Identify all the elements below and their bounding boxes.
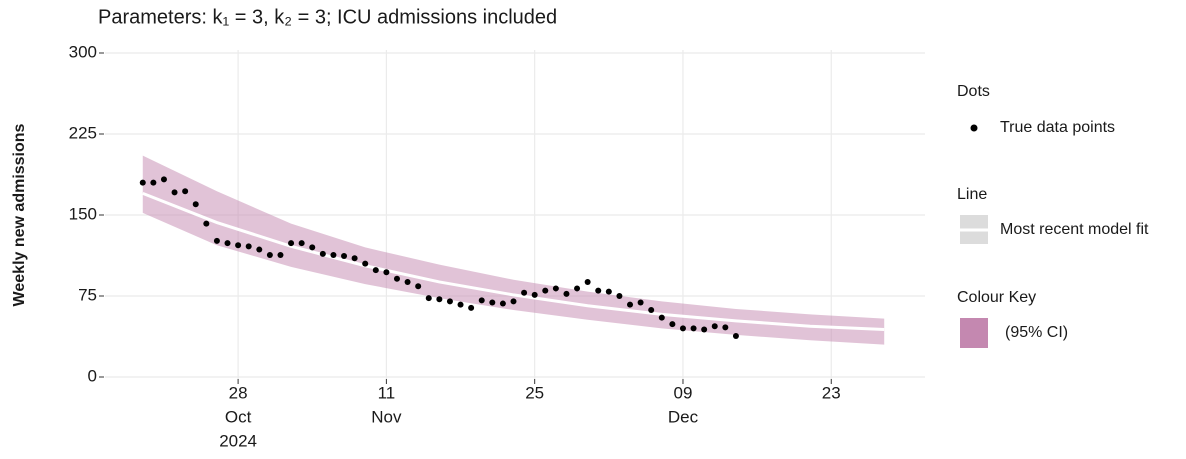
x-tick-label: 11 (378, 383, 396, 402)
legend-label: True data points (1000, 119, 1115, 136)
data-point (404, 278, 411, 285)
data-point (690, 325, 697, 332)
data-point (521, 289, 528, 296)
legend-label: (95% CI) (1005, 324, 1068, 341)
data-point (171, 189, 178, 196)
x-tick-label: Dec (668, 407, 699, 426)
data-point (552, 285, 559, 292)
x-tick-label: 2024 (219, 431, 257, 450)
data-point (372, 267, 379, 274)
x-tick-label: 09 (674, 383, 693, 402)
data-point (235, 242, 242, 249)
data-point (605, 288, 612, 295)
x-tick-label: 23 (822, 383, 841, 402)
data-point (489, 299, 496, 306)
y-tick-label: 0 (88, 366, 97, 385)
data-point (362, 260, 369, 267)
data-point (436, 296, 443, 303)
data-point (160, 176, 167, 183)
data-point (711, 323, 718, 330)
data-point (669, 321, 676, 328)
y-tick-label: 225 (69, 123, 97, 142)
data-point (446, 298, 453, 305)
data-point (341, 253, 348, 260)
data-point (701, 326, 708, 333)
legend-key (960, 318, 988, 348)
y-tick-label: 75 (78, 285, 97, 304)
data-point (468, 304, 475, 311)
data-point (478, 297, 485, 304)
data-point (277, 251, 284, 258)
data-point (531, 291, 538, 298)
y-axis-label: Weekly new admissions (11, 123, 28, 306)
fit-line (142, 192, 885, 331)
data-point (393, 275, 400, 282)
data-point (298, 240, 305, 247)
legend-title: Dots (957, 83, 990, 100)
data-point (499, 300, 506, 307)
data-point (732, 332, 739, 339)
x-tick-label: Nov (371, 407, 402, 426)
x-tick-label: 25 (525, 383, 544, 402)
data-point (595, 287, 602, 294)
data-point (319, 250, 326, 257)
legend-label: Most recent model fit (1000, 221, 1149, 238)
data-point (616, 293, 623, 299)
data-point (658, 314, 665, 321)
data-point (309, 244, 316, 251)
data-point (722, 324, 729, 331)
legend-key (970, 124, 978, 132)
data-point (150, 179, 157, 186)
data-point (182, 188, 189, 195)
data-point (415, 283, 422, 290)
data-point (648, 307, 655, 314)
data-point (192, 201, 199, 208)
ci-band (142, 155, 885, 345)
data-point (266, 251, 273, 258)
data-point (330, 251, 337, 258)
data-point (425, 295, 432, 302)
data-point (457, 301, 464, 308)
x-tick-label: Oct (225, 407, 252, 426)
data-point (139, 179, 146, 186)
legend-title: Colour Key (957, 289, 1036, 306)
legend-title: Line (957, 186, 987, 203)
data-point (627, 301, 634, 308)
chart-title: Parameters: k₁ = 3, k₂ = 3; ICU admissio… (98, 6, 557, 28)
data-point (245, 243, 252, 250)
data-point (288, 240, 295, 247)
data-point (351, 255, 358, 262)
data-point (203, 220, 210, 227)
data-point (256, 246, 263, 253)
data-point (542, 287, 549, 294)
data-point (563, 290, 570, 297)
y-tick-label: 150 (69, 204, 97, 223)
y-tick-label: 300 (69, 42, 97, 61)
x-tick-label: 28 (229, 383, 248, 402)
data-point (383, 269, 390, 276)
data-point (510, 298, 517, 305)
data-point (574, 285, 581, 292)
data-point (584, 278, 591, 285)
data-point (637, 299, 644, 306)
data-point (213, 237, 220, 244)
data-point (679, 325, 686, 332)
data-point (224, 240, 231, 247)
